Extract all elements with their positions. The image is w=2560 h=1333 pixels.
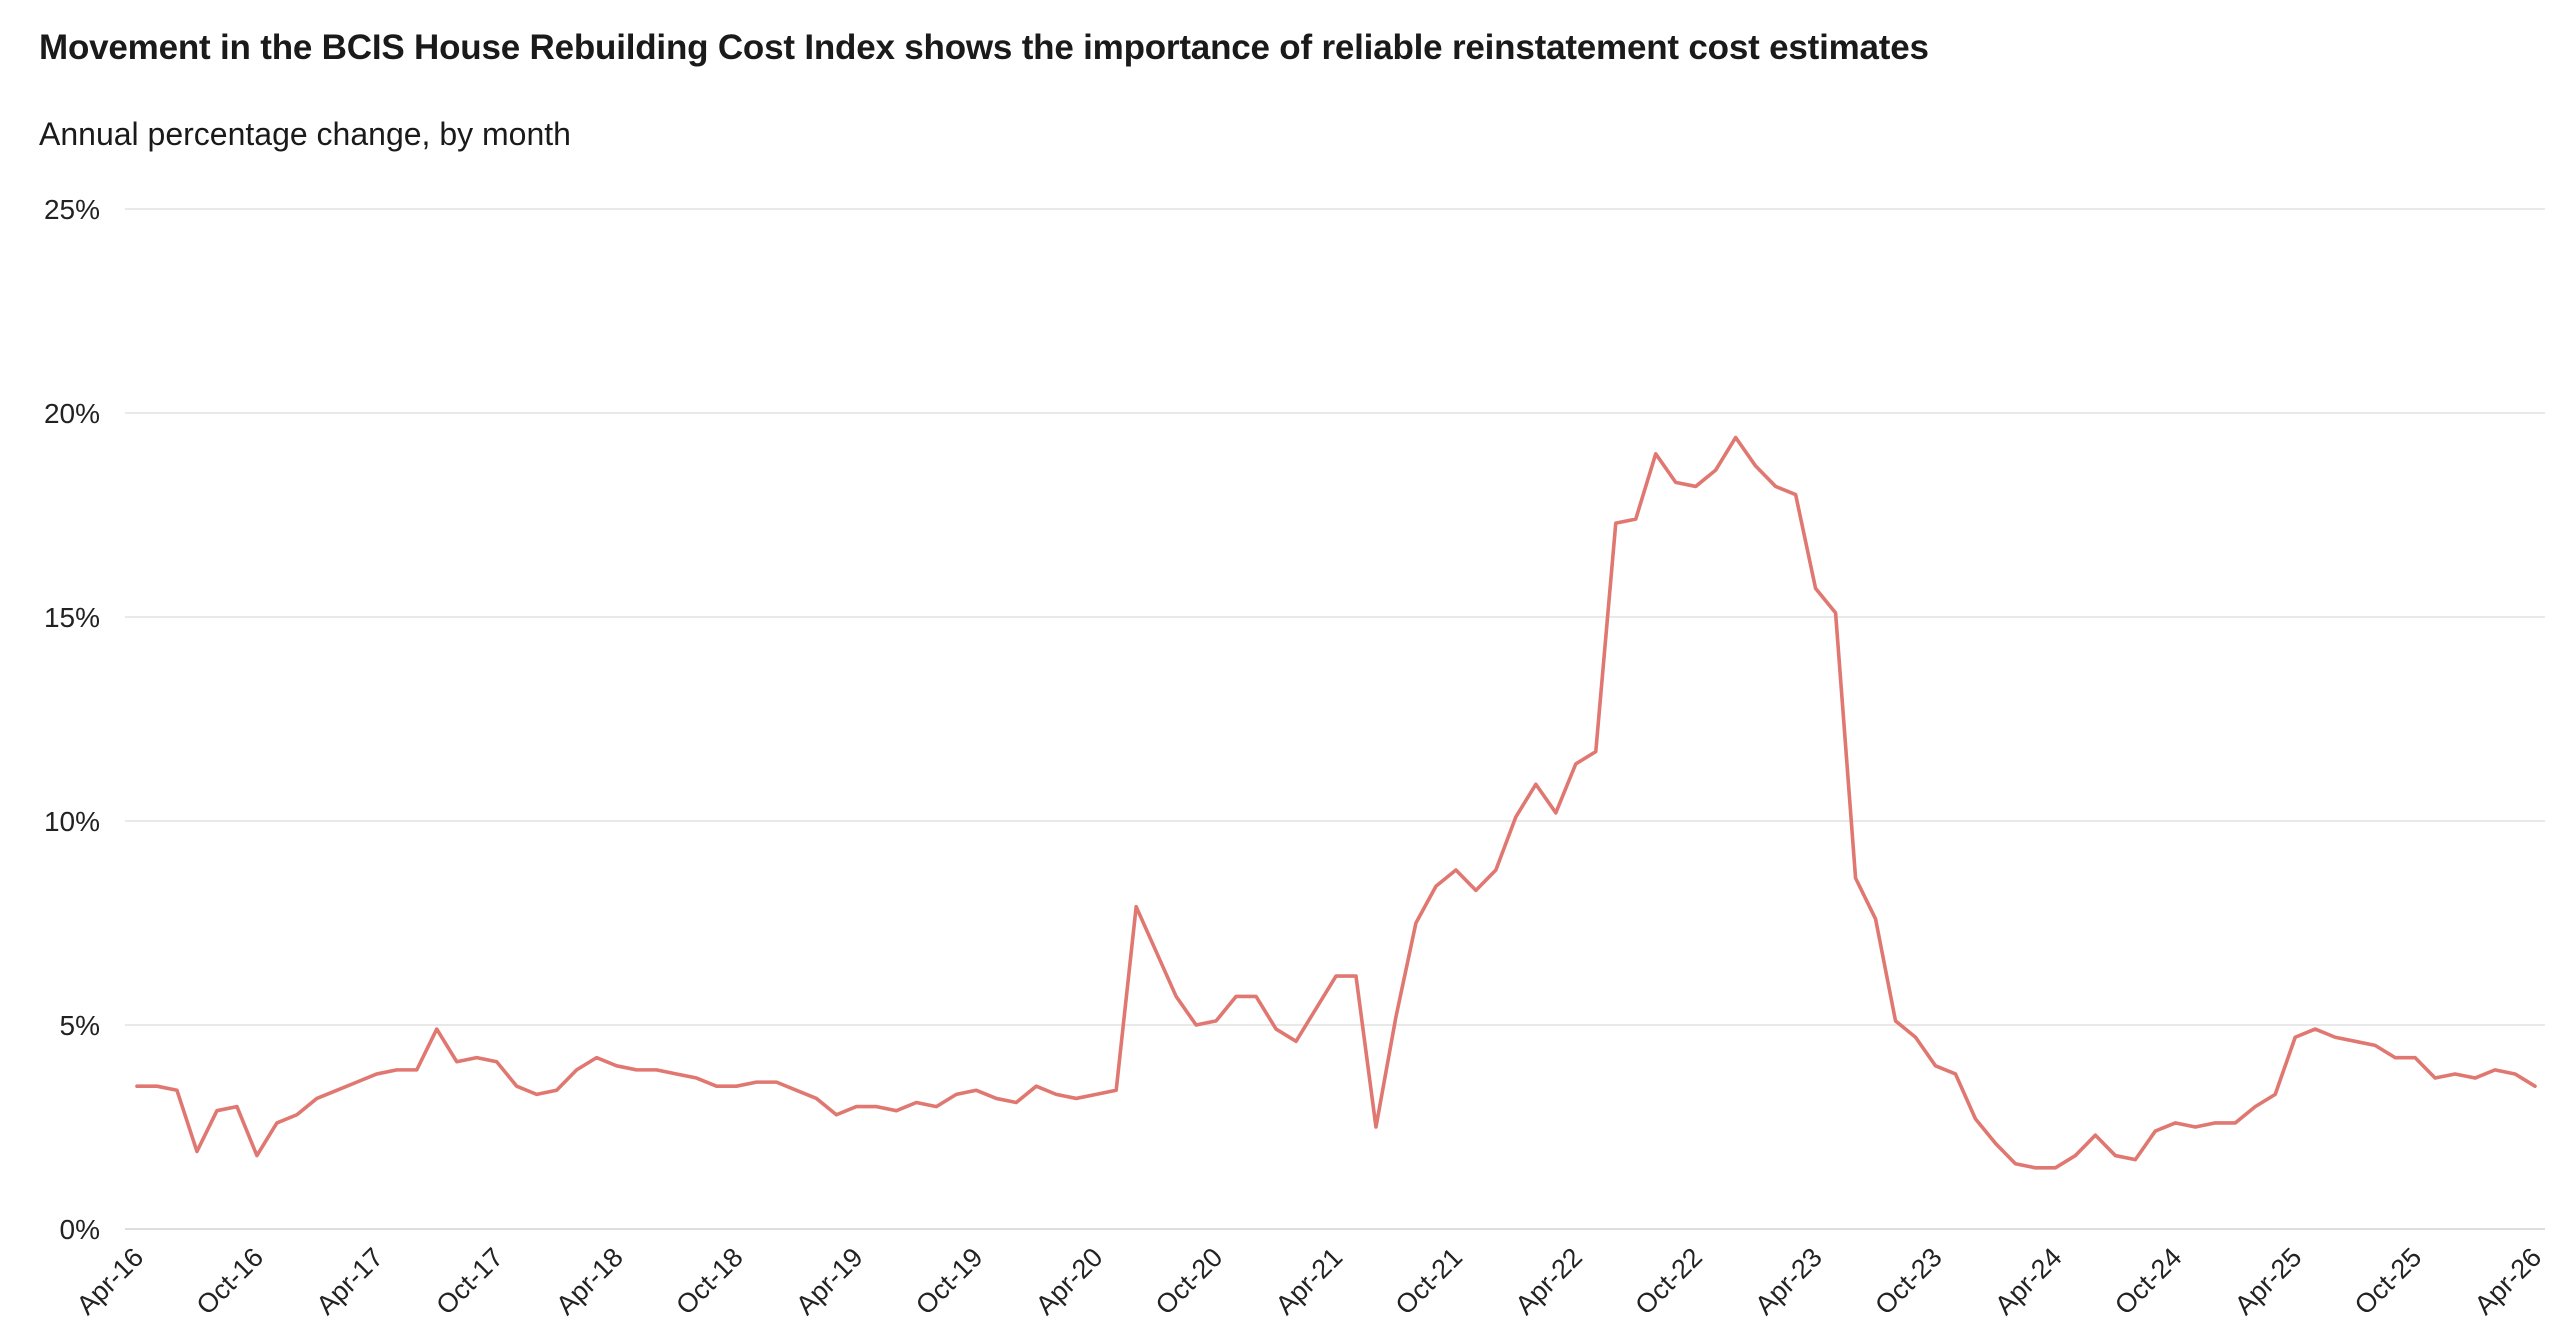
x-tick-label: Oct-23 <box>1869 1242 1948 1321</box>
x-tick-label: Apr-25 <box>2229 1242 2308 1321</box>
x-tick-label: Oct-22 <box>1629 1242 1708 1321</box>
y-tick-label: 0% <box>60 1214 100 1245</box>
y-tick-label: 25% <box>44 194 100 225</box>
x-tick-label: Apr-17 <box>311 1242 390 1321</box>
x-tick-label: Apr-18 <box>550 1242 629 1321</box>
y-tick-label: 20% <box>44 398 100 429</box>
x-tick-label: Oct-24 <box>2109 1242 2188 1321</box>
y-tick-label: 10% <box>44 806 100 837</box>
x-tick-label: Apr-16 <box>71 1242 150 1321</box>
y-tick-label: 15% <box>44 602 100 633</box>
x-tick-label: Oct-18 <box>670 1242 749 1321</box>
x-tick-label: Apr-26 <box>2469 1242 2548 1321</box>
x-tick-label: Oct-25 <box>2349 1242 2428 1321</box>
x-tick-label: Oct-16 <box>191 1242 270 1321</box>
y-tick-label: 5% <box>60 1010 100 1041</box>
x-tick-label: Apr-23 <box>1749 1242 1828 1321</box>
x-tick-label: Oct-17 <box>430 1242 509 1321</box>
x-tick-label: Apr-21 <box>1270 1242 1349 1321</box>
x-tick-label: Apr-19 <box>790 1242 869 1321</box>
x-tick-label: Oct-21 <box>1390 1242 1469 1321</box>
series-line <box>135 435 2537 1170</box>
chart-title: Movement in the BCIS House Rebuilding Co… <box>39 28 1929 67</box>
x-tick-label: Apr-22 <box>1510 1242 1589 1321</box>
chart-subtitle: Annual percentage change, by month <box>39 116 571 152</box>
x-tick-label: Apr-20 <box>1030 1242 1109 1321</box>
x-tick-label: Oct-19 <box>910 1242 989 1321</box>
x-tick-label: Oct-20 <box>1150 1242 1229 1321</box>
x-tick-label: Apr-24 <box>1989 1242 2068 1321</box>
